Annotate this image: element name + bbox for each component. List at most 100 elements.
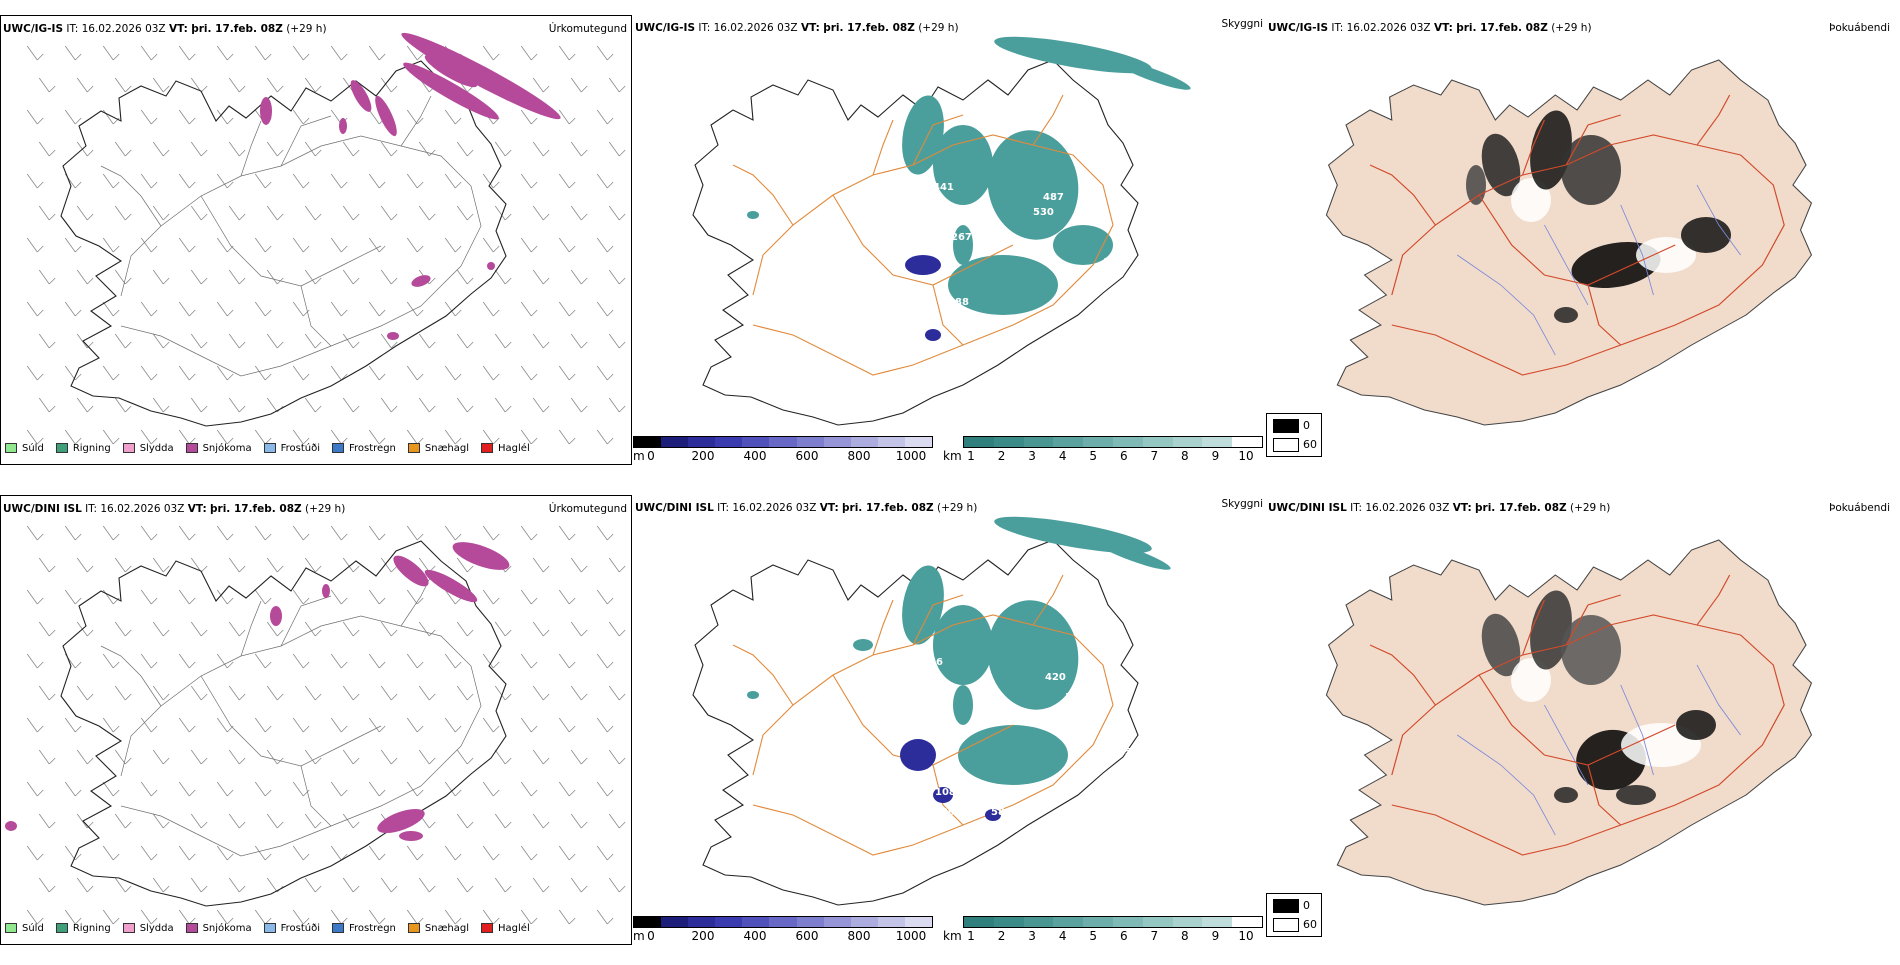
colorbar-cell bbox=[1023, 437, 1054, 447]
tick-label: 200 bbox=[691, 449, 715, 463]
road-network bbox=[732, 94, 1114, 376]
tick-label: 400 bbox=[743, 449, 767, 463]
panel-name: Skyggni bbox=[1221, 18, 1264, 30]
cloud-base-value: 355 bbox=[1065, 692, 1086, 703]
legend-label: Snjókoma bbox=[202, 922, 252, 934]
colorbar-cell bbox=[688, 917, 716, 927]
cloud-base-value: 487 bbox=[1043, 192, 1064, 203]
legend-swatch bbox=[55, 443, 68, 453]
legend-label: Frostregn bbox=[349, 922, 396, 934]
cloud-map-top: 441 487 530 267 167 88 bbox=[692, 36, 1191, 426]
tick-label: 400 bbox=[743, 929, 767, 943]
legend-swatch bbox=[263, 923, 276, 933]
panel-title: UWC/DINI ISL IT: 16.02.2026 03Z VT: þri.… bbox=[635, 502, 978, 514]
fog-legend-low-swatch bbox=[1273, 918, 1299, 932]
legend-swatch bbox=[5, 443, 17, 453]
cloud-base-value: 58 bbox=[991, 807, 1005, 818]
ceiling-unit: m bbox=[633, 929, 645, 943]
fog-areas bbox=[1466, 110, 1731, 323]
panel-name: Úrkomutegund bbox=[548, 23, 627, 35]
legend-label: Snæhagl bbox=[424, 922, 470, 934]
colorbar-cell bbox=[850, 917, 878, 927]
ceiling-ticks: 0 200 400 600 800 1000 bbox=[633, 449, 933, 465]
legend-swatch bbox=[481, 443, 494, 453]
colorbar-cell bbox=[993, 437, 1024, 447]
cloud-visibility-panel-bottom: 86 420 355 513 731 36 205 108 98 393 58 UWC/DINI I… bbox=[633, 495, 1265, 965]
legend-swatch bbox=[481, 923, 494, 933]
legend-label: Slydda bbox=[139, 442, 174, 454]
ceiling-colorbar bbox=[633, 916, 933, 928]
iceland-outline bbox=[692, 59, 1139, 426]
colorbar-cell bbox=[1142, 917, 1173, 927]
tick-label: 600 bbox=[795, 449, 819, 463]
tick-label: 5 bbox=[1089, 449, 1098, 463]
cloud-base-value: 441 bbox=[933, 182, 954, 193]
visibility-ticks: 1 2 3 4 5 6 7 8 9 10 bbox=[963, 929, 1263, 945]
tick-label: 9 bbox=[1211, 449, 1220, 463]
fog-areas bbox=[1481, 590, 1716, 805]
visibility-unit: km bbox=[943, 449, 962, 463]
legend-item-snjókoma: Snjókoma bbox=[185, 922, 252, 934]
visibility-unit: km bbox=[943, 929, 962, 943]
legend-swatch bbox=[332, 923, 344, 933]
colorbar-cell bbox=[1142, 437, 1173, 447]
tick-label: 8 bbox=[1181, 929, 1189, 943]
fog-legend-high-label: 0 bbox=[1303, 899, 1310, 912]
colorbar-cell bbox=[796, 917, 824, 927]
tick-label: 1 bbox=[967, 929, 975, 943]
tick-label: 9 bbox=[1211, 929, 1220, 943]
legend-item-frostúði: Frostúði bbox=[263, 923, 320, 934]
colorbar-cell bbox=[1053, 917, 1084, 927]
visibility-colorbar bbox=[963, 916, 1263, 928]
cloud-base-areas bbox=[900, 739, 1001, 821]
colorbar-cell bbox=[964, 437, 994, 447]
tick-label: 6 bbox=[1119, 929, 1128, 943]
colorbar-cell bbox=[1053, 437, 1084, 447]
legend-label: Snæhagl bbox=[424, 442, 470, 454]
road-network bbox=[1369, 574, 1785, 856]
legend-swatch bbox=[122, 923, 135, 933]
legend-swatch bbox=[185, 443, 198, 453]
legend-swatch bbox=[263, 443, 276, 453]
legend-item-slydda: Slydda bbox=[122, 442, 174, 454]
tick-label: 0 bbox=[647, 929, 655, 943]
road-network bbox=[100, 575, 482, 857]
low-visibility-areas bbox=[747, 36, 1191, 315]
precip-legend: Súld Rigning Slydda Snjókoma Frostúði Frostre… bbox=[5, 440, 542, 456]
colorbar-cell bbox=[688, 437, 716, 447]
precip-type-panel-top: UWC/IG-IS IT: 16.02.2026 03Z VT: þri. 17… bbox=[0, 15, 632, 465]
legend-swatch bbox=[332, 443, 344, 453]
tick-label: 2 bbox=[997, 929, 1006, 943]
fog-legend-high-swatch bbox=[1273, 899, 1299, 913]
colorbar-cell bbox=[964, 917, 994, 927]
cloud-base-value: 98 bbox=[955, 792, 969, 803]
snow-areas bbox=[5, 542, 510, 841]
precip-type-panel-bottom: UWC/DINI ISL IT: 16.02.2026 03Z VT: þri.… bbox=[0, 495, 632, 945]
tick-label: 3 bbox=[1028, 929, 1036, 943]
legend-label: Slydda bbox=[139, 922, 174, 934]
fog-indicator-panel-top: UWC/IG-IS IT: 16.02.2026 03Z VT: þri. 17… bbox=[1266, 15, 1900, 485]
colorbar-cell bbox=[1232, 437, 1262, 447]
iceland-outline bbox=[60, 540, 507, 907]
legend-item-frostregn: Frostregn bbox=[332, 443, 396, 454]
colorbar-cell bbox=[1112, 917, 1143, 927]
fog-map-bottom bbox=[1325, 539, 1813, 906]
legend-item-rigning: Rigning bbox=[55, 923, 111, 934]
panel-name: Úrkomutegund bbox=[548, 503, 627, 515]
fog-map-top bbox=[1325, 59, 1813, 426]
legend-swatch bbox=[185, 923, 198, 933]
colorbar-cell bbox=[1083, 437, 1113, 447]
tick-label: 6 bbox=[1119, 449, 1128, 463]
legend-item-rigning: Rigning bbox=[55, 443, 111, 454]
colorbar-cell bbox=[1172, 917, 1203, 927]
road-network bbox=[732, 574, 1114, 856]
cloud-base-value: 86 bbox=[929, 657, 943, 668]
tick-label: 0 bbox=[647, 449, 655, 463]
colorbar-cell bbox=[742, 917, 770, 927]
road-network bbox=[1369, 94, 1785, 376]
panel-title: UWC/IG-IS IT: 16.02.2026 03Z VT: þri. 17… bbox=[635, 22, 959, 34]
colorbar-cell bbox=[1023, 917, 1054, 927]
tick-label: 4 bbox=[1058, 449, 1067, 463]
colorbar-cell bbox=[769, 437, 797, 447]
colorbar-cell bbox=[1083, 917, 1113, 927]
